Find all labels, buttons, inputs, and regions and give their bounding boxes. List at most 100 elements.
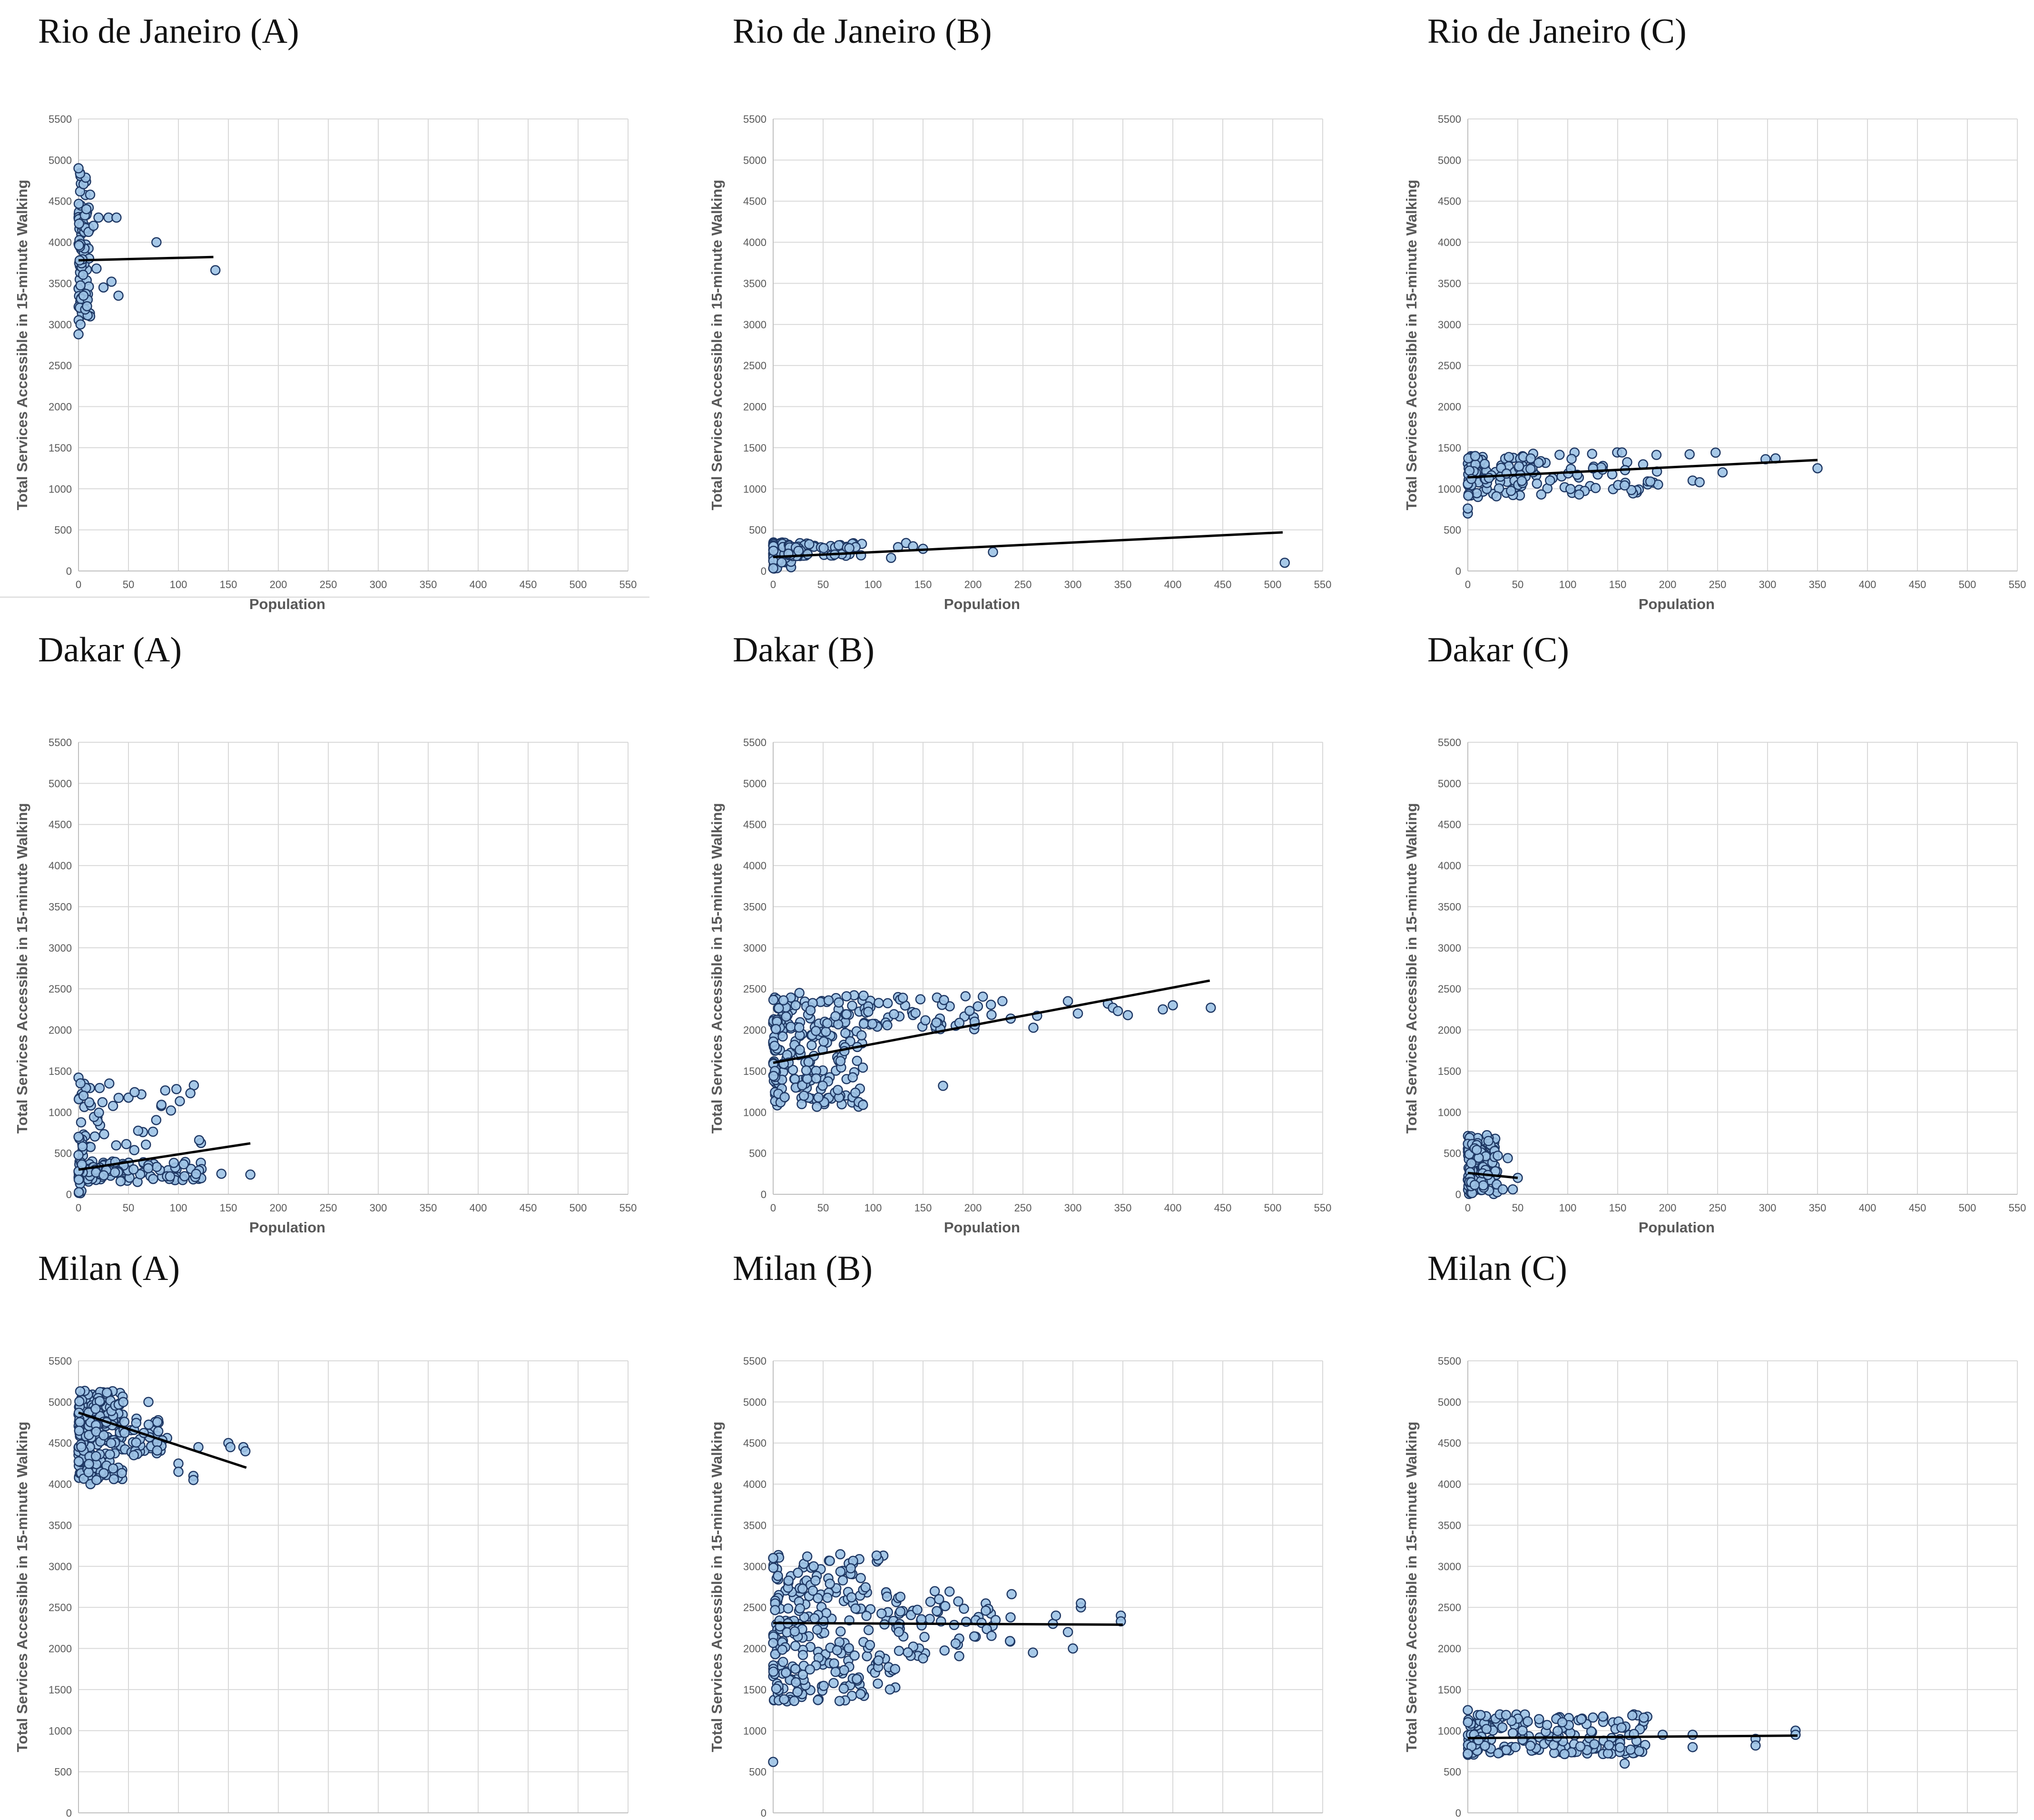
- data-point: [1687, 1730, 1698, 1740]
- data-point: [844, 1643, 854, 1653]
- data-point: [960, 991, 971, 1002]
- trendline: [773, 979, 1210, 1064]
- data-point: [789, 1626, 800, 1637]
- y-tick-label: 1500: [743, 442, 766, 454]
- data-point: [916, 1614, 927, 1624]
- y-tick-label: 5500: [49, 1355, 72, 1367]
- data-point: [915, 994, 926, 1004]
- data-point: [1122, 1010, 1133, 1021]
- chart-panel: Dakar (A)0500100015002000250030003500400…: [14, 630, 637, 1236]
- data-point: [1565, 483, 1576, 494]
- data-point: [768, 563, 778, 574]
- y-tick-label: 2500: [743, 1602, 766, 1613]
- y-tick-label: 1000: [743, 483, 766, 495]
- data-point: [874, 998, 884, 1008]
- y-tick-label: 3000: [49, 319, 72, 331]
- data-point: [156, 1100, 167, 1110]
- data-point: [812, 1102, 822, 1112]
- data-point: [969, 1631, 980, 1642]
- data-point: [131, 1437, 141, 1448]
- data-point: [1812, 463, 1823, 473]
- data-point: [1545, 475, 1555, 486]
- data-point: [1484, 472, 1494, 483]
- x-tick-label: 450: [1909, 579, 1926, 590]
- data-point: [1536, 489, 1547, 500]
- data-point: [779, 1092, 790, 1102]
- data-point: [852, 1055, 863, 1066]
- data-point: [73, 329, 84, 340]
- x-tick-label: 0: [770, 579, 776, 590]
- data-point: [1616, 1722, 1627, 1733]
- data-point: [858, 990, 869, 1001]
- chart-panel: Dakar (B)0500100015002000250030003500400…: [708, 630, 1331, 1236]
- data-point: [1717, 467, 1728, 478]
- data-point: [178, 1159, 189, 1170]
- data-point: [1507, 1728, 1518, 1739]
- data-point: [1463, 491, 1474, 501]
- data-point: [140, 1139, 151, 1150]
- data-point: [1619, 1758, 1630, 1769]
- y-tick-label: 3000: [743, 1561, 766, 1573]
- data-point: [108, 1474, 119, 1485]
- x-tick-label: 0: [76, 1202, 81, 1214]
- data-point: [847, 1000, 857, 1011]
- data-point: [185, 1088, 196, 1099]
- data-point: [191, 1169, 201, 1179]
- chart-title: Milan (A): [38, 1249, 180, 1288]
- y-tick-label: 5000: [743, 154, 766, 166]
- data-point: [857, 1062, 868, 1073]
- y-tick-label: 4500: [743, 196, 766, 207]
- data-point: [806, 1040, 817, 1051]
- x-tick-label: 100: [170, 579, 187, 590]
- data-point: [89, 1131, 100, 1142]
- data-point: [73, 1150, 84, 1161]
- data-point: [74, 1396, 85, 1407]
- data-point: [168, 1158, 179, 1168]
- data-point: [1497, 1184, 1508, 1195]
- data-point: [886, 552, 896, 563]
- data-point: [801, 1065, 812, 1076]
- data-point: [179, 1171, 190, 1181]
- y-tick-label: 500: [54, 524, 72, 536]
- data-point: [940, 1601, 951, 1612]
- data-point: [803, 1057, 814, 1067]
- data-point: [105, 1449, 115, 1460]
- y-tick-label: 3500: [743, 277, 766, 289]
- data-point: [768, 994, 779, 1005]
- y-tick-label: 4500: [49, 819, 72, 831]
- data-point: [152, 1417, 163, 1427]
- y-tick-label: 1500: [1438, 442, 1461, 454]
- data-point: [1068, 1643, 1078, 1654]
- data-point: [834, 1696, 845, 1706]
- data-point: [117, 1468, 127, 1478]
- data-point: [1566, 453, 1577, 464]
- x-tick-label: 250: [1014, 1202, 1032, 1214]
- data-point: [792, 1687, 803, 1697]
- y-tick-label: 5500: [743, 737, 766, 748]
- data-point: [129, 1145, 139, 1155]
- data-point: [802, 1551, 813, 1562]
- y-tick-label: 5500: [1438, 1355, 1461, 1367]
- data-point: [855, 1573, 866, 1584]
- data-point: [75, 1417, 85, 1427]
- y-tick-label: 0: [761, 565, 766, 577]
- data-point: [77, 1141, 88, 1152]
- x-axis-label: Population: [249, 596, 325, 612]
- data-point: [108, 1101, 118, 1112]
- data-point: [830, 1667, 841, 1677]
- data-point: [835, 1626, 846, 1637]
- x-tick-label: 400: [470, 579, 487, 590]
- x-tick-label: 50: [1512, 1202, 1523, 1214]
- data-point: [863, 1006, 874, 1017]
- data-point: [73, 1131, 84, 1142]
- trendline: [78, 1411, 247, 1469]
- data-point: [166, 1105, 177, 1116]
- y-tick-label: 0: [1455, 565, 1461, 577]
- x-tick-label: 250: [1709, 1202, 1727, 1214]
- x-tick-label: 300: [1759, 1202, 1777, 1214]
- x-tick-label: 350: [1114, 1202, 1132, 1214]
- y-axis-label: Total Services Accessible in 15-minute W…: [708, 1422, 725, 1752]
- x-tick-label: 550: [619, 579, 637, 590]
- data-point: [1463, 503, 1473, 514]
